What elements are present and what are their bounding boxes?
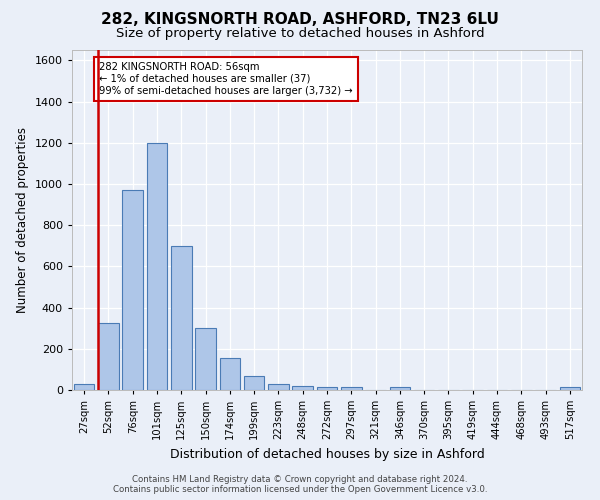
Bar xyxy=(98,323,119,390)
Bar xyxy=(292,386,313,390)
Text: Contains HM Land Registry data © Crown copyright and database right 2024.
Contai: Contains HM Land Registry data © Crown c… xyxy=(113,474,487,494)
Bar xyxy=(74,384,94,390)
Bar xyxy=(244,376,265,390)
Text: 282, KINGSNORTH ROAD, ASHFORD, TN23 6LU: 282, KINGSNORTH ROAD, ASHFORD, TN23 6LU xyxy=(101,12,499,28)
Bar xyxy=(195,328,216,390)
Bar xyxy=(560,387,580,390)
Bar xyxy=(341,387,362,390)
Text: 282 KINGSNORTH ROAD: 56sqm
← 1% of detached houses are smaller (37)
99% of semi-: 282 KINGSNORTH ROAD: 56sqm ← 1% of detac… xyxy=(99,62,353,96)
Bar xyxy=(268,384,289,390)
Bar xyxy=(317,387,337,390)
Bar xyxy=(171,246,191,390)
Y-axis label: Number of detached properties: Number of detached properties xyxy=(16,127,29,313)
Bar xyxy=(389,387,410,390)
Bar xyxy=(146,142,167,390)
Bar xyxy=(122,190,143,390)
Bar xyxy=(220,358,240,390)
Text: Size of property relative to detached houses in Ashford: Size of property relative to detached ho… xyxy=(116,28,484,40)
X-axis label: Distribution of detached houses by size in Ashford: Distribution of detached houses by size … xyxy=(170,448,484,460)
